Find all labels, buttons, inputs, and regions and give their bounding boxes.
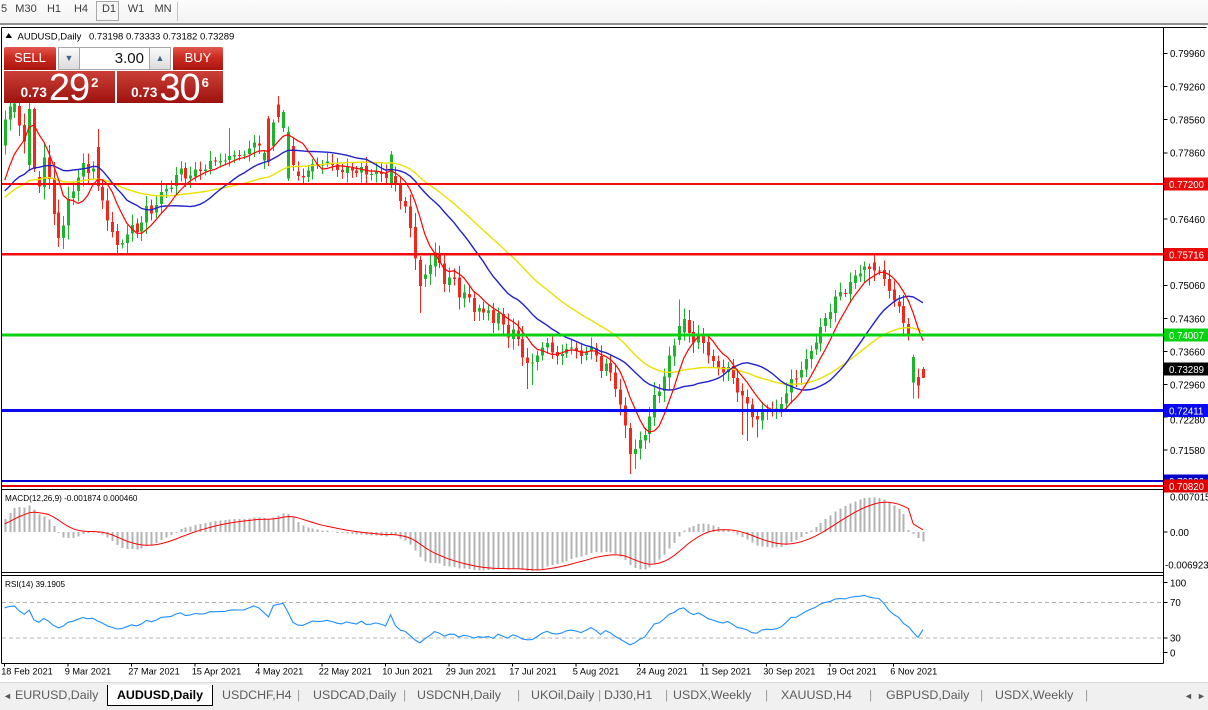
svg-text:0.75716: 0.75716 [1169, 250, 1204, 261]
svg-text:RSI(14) 39.1905: RSI(14) 39.1905 [5, 580, 66, 589]
svg-text:0.76460: 0.76460 [1170, 215, 1206, 226]
svg-text:0.74360: 0.74360 [1170, 314, 1206, 325]
svg-text:0.71580: 0.71580 [1170, 446, 1206, 457]
svg-text:0.70820: 0.70820 [1169, 482, 1205, 493]
svg-text:18 Feb 2021: 18 Feb 2021 [1, 667, 53, 677]
svg-text:30 Sep 2021: 30 Sep 2021 [763, 667, 815, 677]
svg-text:AUDUSD,Daily: AUDUSD,Daily [18, 32, 82, 43]
svg-text:0.74007: 0.74007 [1169, 331, 1204, 342]
svg-text:24 Aug 2021: 24 Aug 2021 [636, 667, 688, 677]
svg-text:0.72280: 0.72280 [1170, 416, 1206, 427]
svg-text:0.72411: 0.72411 [1169, 407, 1203, 418]
svg-text:0.73660: 0.73660 [1170, 347, 1206, 358]
svg-text:0.72960: 0.72960 [1170, 381, 1206, 392]
svg-text:15 Apr 2021: 15 Apr 2021 [192, 667, 242, 677]
svg-text:0.79260: 0.79260 [1170, 82, 1206, 93]
svg-text:0.73198 0.73333 0.73182 0.7328: 0.73198 0.73333 0.73182 0.73289 [89, 32, 234, 43]
svg-text:0.77200: 0.77200 [1169, 180, 1205, 191]
svg-text:6 Nov 2021: 6 Nov 2021 [890, 667, 937, 677]
svg-text:30: 30 [1170, 634, 1181, 645]
svg-text:4 May 2021: 4 May 2021 [255, 667, 303, 677]
svg-text:0.79960: 0.79960 [1170, 49, 1206, 60]
svg-text:100: 100 [1170, 579, 1187, 590]
svg-text:0.73289: 0.73289 [1169, 365, 1204, 376]
svg-text:0.75060: 0.75060 [1170, 281, 1206, 292]
svg-text:27 Mar 2021: 27 Mar 2021 [128, 667, 180, 677]
svg-text:22 May 2021: 22 May 2021 [319, 667, 372, 677]
svg-text:29 Jun 2021: 29 Jun 2021 [446, 667, 497, 677]
svg-text:9 Mar 2021: 9 Mar 2021 [65, 667, 111, 677]
svg-text:0.77860: 0.77860 [1170, 149, 1206, 160]
svg-text:0.78560: 0.78560 [1170, 116, 1206, 127]
svg-text:-0.006923: -0.006923 [1165, 561, 1208, 572]
svg-text:70: 70 [1170, 598, 1181, 609]
svg-text:MACD(12,26,9) -0.001874 0.0004: MACD(12,26,9) -0.001874 0.000460 [5, 494, 138, 503]
svg-text:10 Jun 2021: 10 Jun 2021 [382, 667, 433, 677]
svg-text:19 Oct 2021: 19 Oct 2021 [827, 667, 877, 677]
svg-text:17 Jul 2021: 17 Jul 2021 [509, 667, 557, 677]
svg-text:0.00: 0.00 [1170, 528, 1189, 539]
svg-text:0: 0 [1170, 649, 1176, 660]
svg-text:11 Sep 2021: 11 Sep 2021 [700, 667, 751, 677]
svg-text:0.007015: 0.007015 [1170, 493, 1208, 504]
svg-text:5 Aug 2021: 5 Aug 2021 [573, 667, 620, 677]
